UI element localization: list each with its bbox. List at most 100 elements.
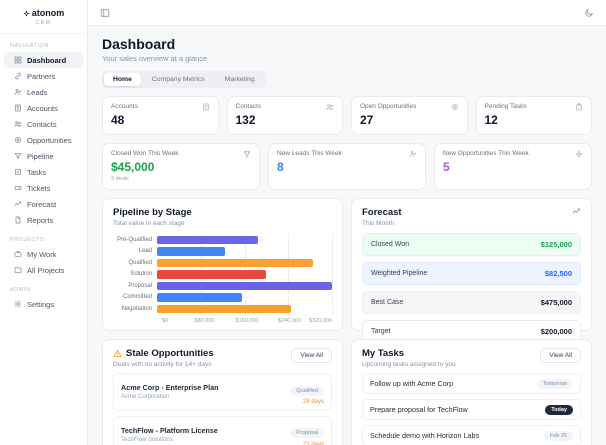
chart-row-lead: Lead [113,245,333,257]
forecast-row-label: Weighted Pipeline [371,270,428,277]
chart-track [157,280,333,292]
task-item-prepare-proposal-for-techflow[interactable]: Prepare proposal for TechFlow Today [362,399,581,420]
chart-gridline [244,245,246,257]
chart-x-tick: $0 [162,317,169,324]
weekly-label: Closed Won This Week [111,150,179,157]
clipboard-icon [575,103,583,111]
stat-card-contacts: Contacts 132 [226,96,343,135]
tab-marketing[interactable]: Marketing [224,76,255,83]
warning-icon [113,349,122,358]
sidebar-item-label: Settings [27,299,55,309]
sidebar-item-tickets[interactable]: Tickets [4,180,83,196]
sidebar-item-leads[interactable]: Leads [4,84,83,100]
tab-home[interactable]: Home [104,73,141,86]
stage-badge: Proposal [290,428,324,438]
sidebar-item-label: Contacts [27,119,57,129]
stat-value: 12 [484,113,498,127]
stale-opportunities-panel: Stale Opportunities Deals with no activi… [102,339,343,445]
chart-gridline [332,291,333,303]
chart-gridline [244,291,246,303]
sidebar-item-label: Leads [27,87,48,97]
chart-gridline [332,257,333,269]
funnel-icon [14,152,22,160]
weekly-card-new-leads-this-week: New Leads This Week 8 [268,143,426,190]
tasks-subtitle: Upcoming tasks assigned to you [362,361,456,368]
forecast-row-label: Best Case [371,299,404,306]
sidebar-item-label: Dashboard [27,55,67,65]
chart-category-label: Qualified [128,259,152,266]
target-icon [14,136,22,144]
forecast-row-label: Target [371,328,391,335]
weekly-card-top: Closed Won This Week [111,150,251,158]
sidebar-item-settings[interactable]: Settings [4,296,83,312]
chart-x-tick: $80,000 [194,317,215,324]
task-item-schedule-demo-with-horizon-labs[interactable]: Schedule demo with Horizon Labs Feb 25 [362,425,581,445]
pipeline-subtitle: Total value in each stage [113,220,185,227]
trend-icon [14,200,22,208]
sidebar-toggle-icon[interactable] [100,8,110,18]
chart-category-label: Solution [130,271,152,278]
sidebar-item-contacts[interactable]: Contacts [4,116,83,132]
sidebar-item-pipeline[interactable]: Pipeline [4,148,83,164]
stat-card-top: Accounts [111,103,210,111]
chart-row-proposal: Proposal [113,280,333,292]
chart-x-axis: $0 $80,000 $160,000 $240,000 $320,000 [162,318,332,327]
chart-row-negotiation: Negotiation [113,303,333,315]
weekly-card-top: New Leads This Week [277,150,417,158]
sidebar-item-dashboard[interactable]: Dashboard [4,52,83,68]
chart-row-committed: Committed [113,291,333,303]
sidebar-item-forecast[interactable]: Forecast [4,196,83,212]
task-label: Schedule demo with Horizon Labs [370,431,480,440]
forecast-panel: Forecast This Month Closed Won $125,000 We… [351,198,592,343]
forecast-row-value: $475,000 [540,298,572,307]
stat-label: Contacts [235,103,262,110]
chart-track [157,268,333,280]
weekly-card-top: New Opportunities This Week [443,150,583,158]
chart-gridline [332,280,333,292]
forecast-rows: Closed Won $125,000 Weighted Pipeline $82,5… [362,233,581,343]
stale-item-company: TechFlow Solutions [121,436,173,443]
sidebar-nav: Navigation Dashboard Partners Leads Accounts… [0,43,87,312]
chart-bar-negotiation [157,304,291,313]
forecast-subtitle: This Month [362,220,395,227]
stale-item-info: TechFlow - Platform License TechFlow Solu… [121,426,218,443]
tasks-view-all-button[interactable]: View All [540,348,581,363]
sidebar-item-label: Pipeline [27,151,54,161]
sidebar-item-tasks[interactable]: Tasks [4,164,83,180]
chart-track [157,245,333,257]
chart-gridline [332,268,333,280]
weekly-value: 5 [443,160,450,174]
chart-gridline [288,234,290,246]
sidebar-item-reports[interactable]: Reports [4,212,83,228]
theme-toggle-icon[interactable] [584,8,594,18]
stat-card-row: Accounts 48 Contacts 132 Open Opportunities 2… [102,96,592,135]
sidebar-section-label: Projects [10,237,45,243]
task-label: Follow up with Acme Corp [370,379,454,388]
sidebar-item-partners[interactable]: Partners [4,68,83,84]
users-icon [14,120,22,128]
stat-card-accounts: Accounts 48 [102,96,219,135]
stale-item-techflow-platform-license[interactable]: TechFlow - Platform License TechFlow Solu… [113,415,332,445]
chart-gridline [288,291,290,303]
stale-item-acme-corp-enterprise-plan[interactable]: Acme Corp - Enterprise Plan Acme Corporat… [113,373,332,411]
sidebar-item-label: All Projects [27,265,65,275]
sidebar-item-label: My Work [27,249,57,259]
stat-label: Pending Tasks [484,103,527,110]
page-subtitle: Your sales overview at a glance [102,54,208,63]
users-icon [326,103,334,111]
task-item-follow-up-with-acme-corp[interactable]: Follow up with Acme Corp Tomorrow [362,373,581,394]
app-name: atonom [31,8,65,18]
dashboard-content: Dashboard Your sales overview at a glanc… [88,26,606,445]
weekly-sub: 3 deals [111,176,129,182]
sidebar-item-opportunities[interactable]: Opportunities [4,132,83,148]
dashboard-icon [14,56,22,64]
sidebar-item-my-work[interactable]: My Work [4,246,83,262]
tab-company-metrics[interactable]: Company Metrics [151,76,205,83]
stat-value: 27 [360,113,374,127]
gear-icon [14,300,22,308]
sidebar-item-all-projects[interactable]: All Projects [4,262,83,278]
due-date-badge: Feb 25 [543,430,573,441]
sidebar-item-accounts[interactable]: Accounts [4,100,83,116]
stale-view-all-button[interactable]: View All [291,348,332,363]
chart-category-label: Lead [138,248,152,255]
